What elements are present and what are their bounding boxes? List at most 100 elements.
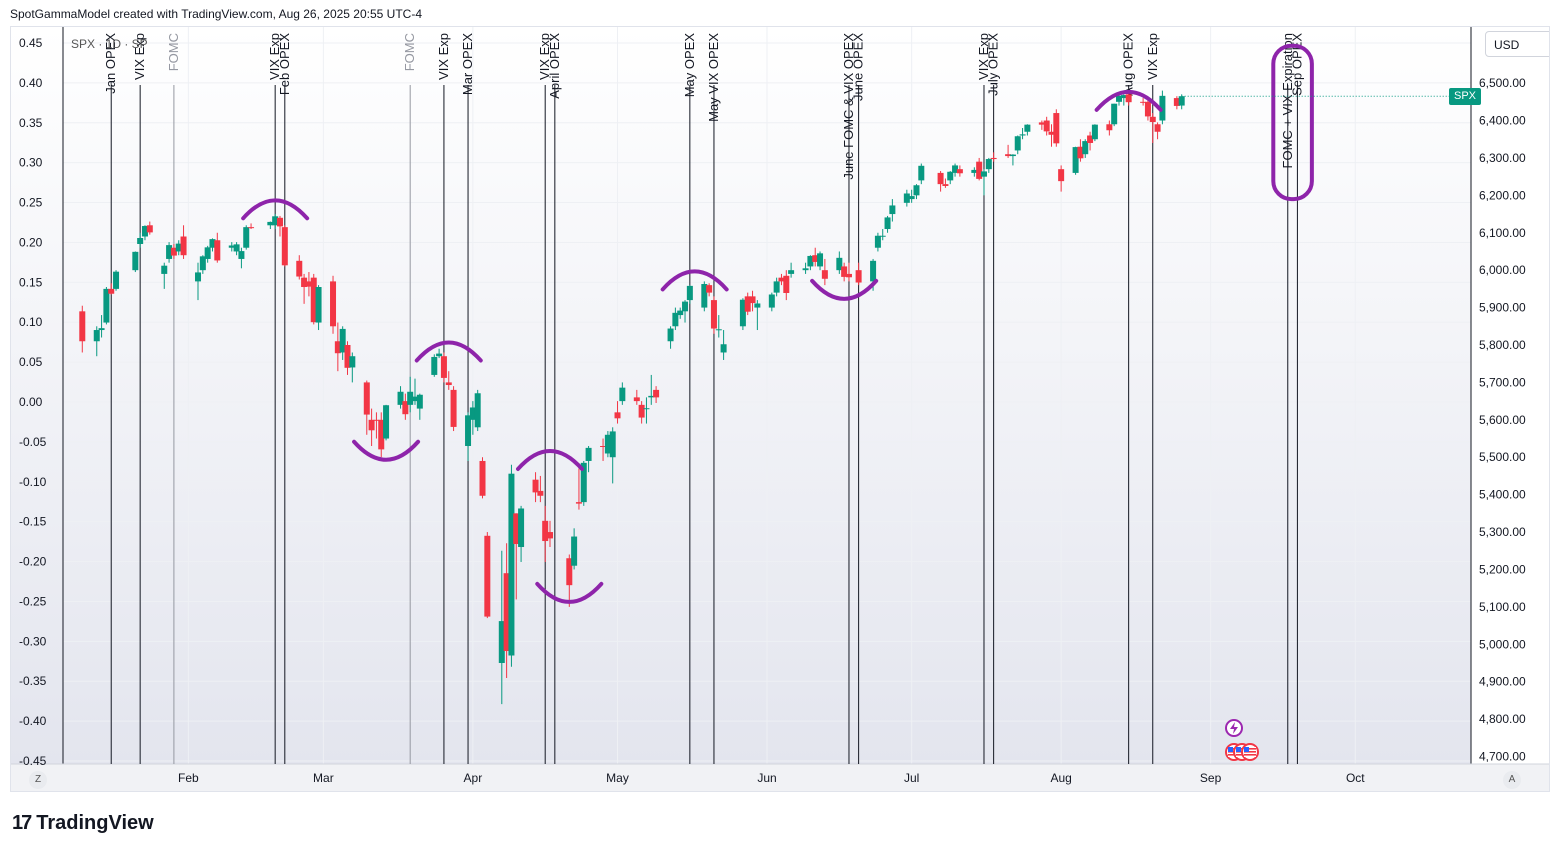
candle-body[interactable]	[281, 227, 288, 266]
candle-body[interactable]	[643, 408, 650, 410]
candle-body[interactable]	[108, 288, 115, 294]
candle-body[interactable]	[363, 382, 370, 415]
candle-body[interactable]	[609, 431, 616, 458]
candle-body[interactable]	[879, 235, 886, 237]
candle-body[interactable]	[479, 460, 486, 496]
candle-body[interactable]	[633, 397, 640, 402]
candle-body[interactable]	[952, 165, 959, 173]
candle-body[interactable]	[98, 328, 105, 331]
candle-body[interactable]	[918, 165, 925, 181]
candle-body[interactable]	[79, 311, 86, 342]
candle-body[interactable]	[518, 508, 525, 548]
candle-body[interactable]	[508, 473, 515, 656]
candle-body[interactable]	[214, 240, 221, 261]
candle-body[interactable]	[175, 243, 182, 252]
candle-body[interactable]	[706, 285, 713, 293]
candle-body[interactable]	[1043, 120, 1050, 132]
candle-body[interactable]	[604, 434, 611, 454]
candle-body[interactable]	[503, 573, 510, 652]
candle-body[interactable]	[1173, 98, 1180, 106]
candle-body[interactable]	[1144, 101, 1151, 117]
candle-body[interactable]	[248, 227, 255, 229]
candle-body[interactable]	[744, 296, 751, 312]
candle-body[interactable]	[749, 296, 756, 304]
candle-body[interactable]	[1019, 134, 1026, 136]
candle-body[interactable]	[947, 171, 954, 181]
candle-body[interactable]	[1087, 135, 1094, 143]
candle-body[interactable]	[720, 344, 727, 353]
candle-body[interactable]	[209, 239, 216, 248]
candle-body[interactable]	[710, 300, 717, 329]
candle-body[interactable]	[1009, 154, 1016, 157]
price-chart[interactable]: 0.45 0.40 0.35 0.30 0.25 0.20 0.15 0.10 0.05 0.00…	[11, 27, 1550, 792]
candle-body[interactable]	[788, 270, 795, 274]
candle-body[interactable]	[272, 216, 279, 226]
candle-body[interactable]	[1178, 96, 1185, 106]
candle-body[interactable]	[845, 273, 852, 278]
candle-body[interactable]	[976, 161, 983, 179]
candle-body[interactable]	[445, 382, 452, 386]
candle-body[interactable]	[870, 260, 877, 282]
candle-body[interactable]	[874, 235, 881, 248]
candle-body[interactable]	[1053, 113, 1060, 144]
candle-body[interactable]	[1077, 146, 1084, 159]
candle-body[interactable]	[807, 255, 814, 267]
candle-body[interactable]	[301, 277, 308, 288]
candle-body[interactable]	[412, 396, 418, 402]
candle-body[interactable]	[310, 277, 317, 323]
candle-body[interactable]	[436, 353, 443, 357]
candle-body[interactable]	[132, 251, 139, 271]
candle-body[interactable]	[884, 217, 891, 230]
candle-body[interactable]	[532, 479, 539, 493]
candle-body[interactable]	[296, 260, 303, 277]
candle-body[interactable]	[1058, 169, 1065, 182]
candle-body[interactable]	[474, 393, 481, 428]
candle-body[interactable]	[1149, 116, 1156, 123]
candle-body[interactable]	[600, 446, 607, 448]
candle-body[interactable]	[547, 532, 554, 539]
us-flag-event-icon[interactable]	[1241, 743, 1259, 761]
candle-body[interactable]	[113, 271, 120, 289]
candle-body[interactable]	[276, 217, 283, 227]
candle-body[interactable]	[93, 330, 100, 342]
candle-body[interactable]	[542, 520, 549, 542]
auto-scale-button[interactable]: A	[1503, 771, 1521, 789]
candle-body[interactable]	[199, 256, 206, 271]
candle-body[interactable]	[1038, 122, 1045, 125]
candle-body[interactable]	[465, 415, 472, 447]
candle-body[interactable]	[170, 247, 177, 256]
candle-body[interactable]	[638, 404, 645, 418]
candle-body[interactable]	[513, 513, 520, 545]
candle-body[interactable]	[440, 356, 447, 378]
candle-body[interactable]	[484, 535, 491, 617]
candle-body[interactable]	[267, 221, 274, 226]
candle-body[interactable]	[672, 312, 679, 327]
candle-body[interactable]	[1024, 124, 1031, 132]
lightning-icon[interactable]	[1225, 719, 1243, 737]
candle-body[interactable]	[339, 328, 346, 353]
candle-body[interactable]	[585, 447, 592, 461]
candle-body[interactable]	[243, 227, 250, 248]
candle-body[interactable]	[450, 389, 457, 427]
candle-body[interactable]	[836, 257, 843, 271]
timezone-button[interactable]: Z	[29, 771, 47, 789]
candle-body[interactable]	[397, 391, 404, 405]
candle-body[interactable]	[667, 328, 674, 342]
candle-body[interactable]	[701, 284, 708, 308]
candle-body[interactable]	[908, 196, 915, 200]
candle-body[interactable]	[137, 237, 144, 244]
candle-body[interactable]	[166, 245, 173, 259]
candle-body[interactable]	[161, 265, 168, 274]
candle-body[interactable]	[204, 247, 211, 259]
chart-frame[interactable]: 0.45 0.40 0.35 0.30 0.25 0.20 0.15 0.10 0.05 0.00…	[10, 26, 1550, 792]
candle-body[interactable]	[1111, 103, 1118, 125]
candle-body[interactable]	[228, 245, 235, 248]
currency-selector[interactable]: USD	[1485, 31, 1549, 57]
candle-body[interactable]	[378, 419, 385, 450]
candle-body[interactable]	[146, 225, 153, 233]
candle-body[interactable]	[980, 171, 987, 177]
candle-body[interactable]	[195, 272, 202, 282]
candle-body[interactable]	[1140, 101, 1147, 103]
candle-body[interactable]	[1048, 131, 1055, 135]
candle-body[interactable]	[913, 185, 920, 196]
